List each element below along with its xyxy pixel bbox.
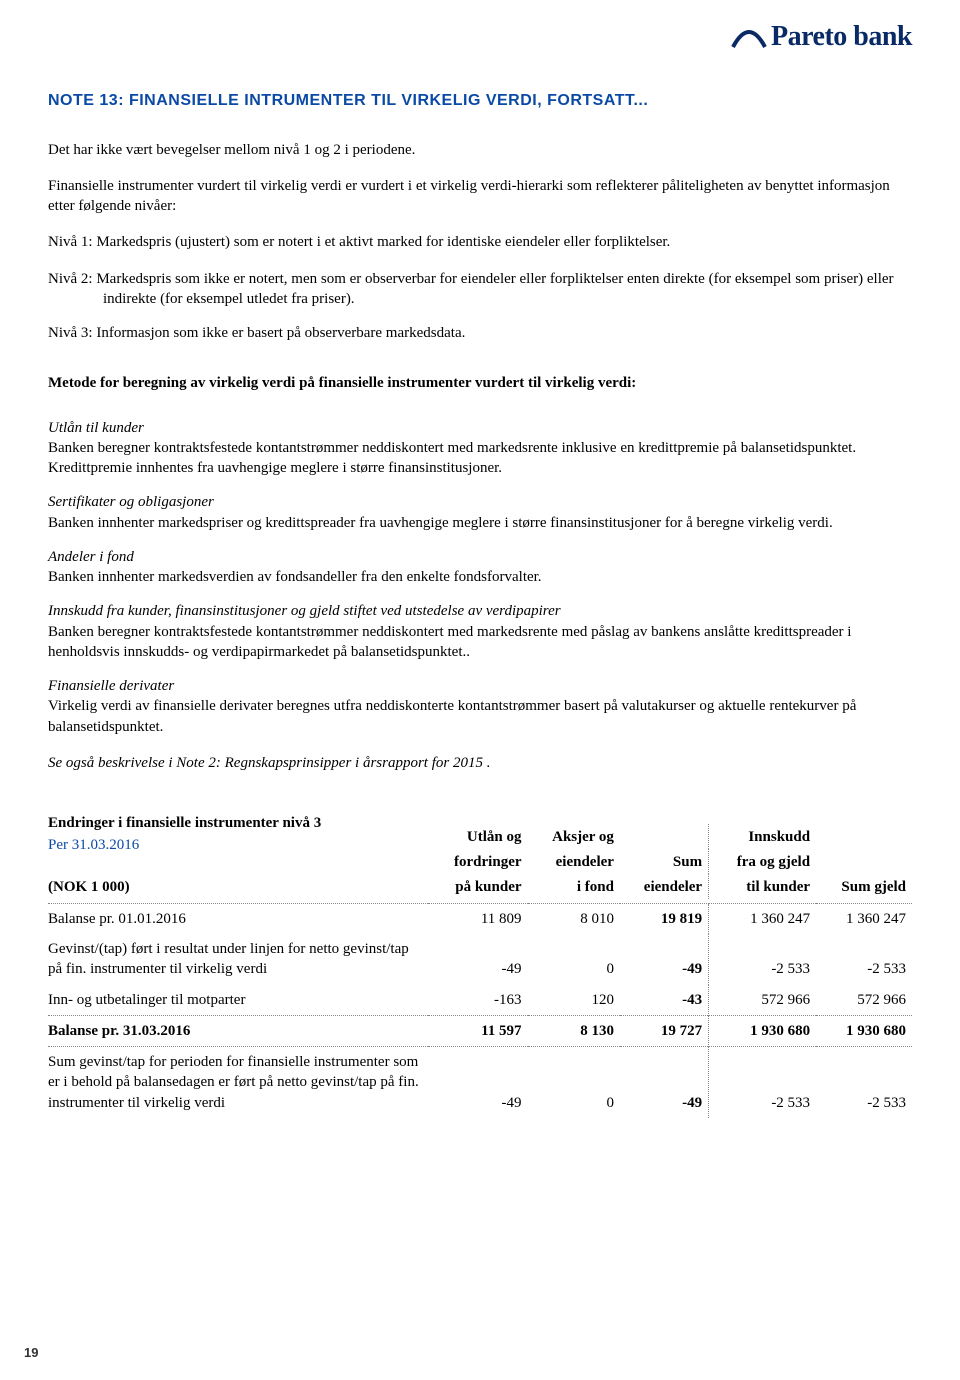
bal-c3: 19 727 xyxy=(620,1015,709,1046)
row2-c5: 572 966 xyxy=(816,985,912,1016)
row0-c5: 1 360 247 xyxy=(816,903,912,934)
bal-c5: 1 930 680 xyxy=(816,1015,912,1046)
bal-c2: 8 130 xyxy=(528,1015,620,1046)
hdr-c1b: fordringer xyxy=(428,849,528,874)
hdr-c4b: fra og gjeld xyxy=(709,849,816,874)
foot-c2: 0 xyxy=(528,1047,620,1118)
row2-c1: -163 xyxy=(428,985,528,1016)
footnote-row: Sum gevinst/tap for perioden for finansi… xyxy=(48,1047,912,1118)
innskudd-title: Innskudd fra kunder, finansinstitusjoner… xyxy=(48,601,912,621)
utlan-body: Banken beregner kontraktsfestede kontant… xyxy=(48,438,912,479)
foot-c4: -2 533 xyxy=(709,1047,816,1118)
niva3-table: Utlån og Aksjer og Innskudd fordringer e… xyxy=(48,824,912,1118)
fond-body: Banken innhenter markedsverdien av fonds… xyxy=(48,567,912,587)
row2-c4: 572 966 xyxy=(709,985,816,1016)
row1-c4: -2 533 xyxy=(709,934,816,985)
intro-paragraph-1: Det har ikke vært bevegelser mellom nivå… xyxy=(48,140,912,160)
fond-title: Andeler i fond xyxy=(48,547,912,567)
row0-c2: 8 010 xyxy=(528,903,620,934)
row1-c3: -49 xyxy=(620,934,709,985)
hdr-c2a: Aksjer og xyxy=(528,824,620,849)
table-row: Inn- og utbetalinger til motparter -163 … xyxy=(48,985,912,1016)
foot-label: Sum gevinst/tap for perioden for finansi… xyxy=(48,1047,428,1118)
niva-2: Nivå 2: Markedspris som ikke er notert, … xyxy=(48,269,912,310)
derivater-title: Finansielle derivater xyxy=(48,676,912,696)
intro-paragraph-2: Finansielle instrumenter vurdert til vir… xyxy=(48,176,912,217)
hdr-c4c: til kunder xyxy=(709,874,816,899)
hdr-c1c: på kunder xyxy=(428,874,528,899)
utlan-title: Utlån til kunder xyxy=(48,418,912,438)
row0-c1: 11 809 xyxy=(428,903,528,934)
note-title: NOTE 13: FINANSIELLE INTRUMENTER TIL VIR… xyxy=(48,90,912,112)
hdr-c1a: Utlån og xyxy=(428,824,528,849)
hdr-c2b: eiendeler xyxy=(528,849,620,874)
row2-c2: 120 xyxy=(528,985,620,1016)
bal-c4: 1 930 680 xyxy=(709,1015,816,1046)
niva-1: Nivå 1: Markedspris (ujustert) som er no… xyxy=(48,232,912,252)
sert-body: Banken innhenter markedspriser og kredit… xyxy=(48,513,912,533)
page-number: 19 xyxy=(24,1344,38,1362)
logo-text: Pareto bank xyxy=(771,18,912,56)
brand-logo: Pareto bank xyxy=(731,18,912,56)
row2-label: Inn- og utbetalinger til motparter xyxy=(48,985,428,1016)
table-row: Balanse pr. 01.01.2016 11 809 8 010 19 8… xyxy=(48,903,912,934)
hdr-c5a xyxy=(816,824,912,849)
hdr-c3b: Sum xyxy=(620,849,709,874)
foot-c1: -49 xyxy=(428,1047,528,1118)
method-heading: Metode for beregning av virkelig verdi p… xyxy=(48,373,912,393)
row0-label: Balanse pr. 01.01.2016 xyxy=(48,903,428,934)
row1-c2: 0 xyxy=(528,934,620,985)
row2-c3: -43 xyxy=(620,985,709,1016)
row0-c3: 19 819 xyxy=(620,903,709,934)
row1-c5: -2 533 xyxy=(816,934,912,985)
hdr-c3a xyxy=(620,824,709,849)
table-row: Gevinst/(tap) ført i resultat under linj… xyxy=(48,934,912,985)
innskudd-body: Banken beregner kontraktsfestede kontant… xyxy=(48,622,912,663)
row0-c4: 1 360 247 xyxy=(709,903,816,934)
foot-c3: -49 xyxy=(620,1047,709,1118)
hdr-c2c: i fond xyxy=(528,874,620,899)
row1-label: Gevinst/(tap) ført i resultat under linj… xyxy=(48,934,428,985)
hdr-c3c: eiendeler xyxy=(620,874,709,899)
hdr-unit: (NOK 1 000) xyxy=(48,874,428,899)
se-ogsa: Se også beskrivelse i Note 2: Regnskapsp… xyxy=(48,753,912,773)
bal-label: Balanse pr. 31.03.2016 xyxy=(48,1015,428,1046)
hdr-c4a: Innskudd xyxy=(709,824,816,849)
row1-c1: -49 xyxy=(428,934,528,985)
derivater-body: Virkelig verdi av finansielle derivater … xyxy=(48,696,912,737)
hdr-c5b xyxy=(816,849,912,874)
bal-c1: 11 597 xyxy=(428,1015,528,1046)
logo-arc-icon xyxy=(731,23,767,51)
niva-3: Nivå 3: Informasjon som ikke er basert p… xyxy=(48,323,912,343)
balance-row: Balanse pr. 31.03.2016 11 597 8 130 19 7… xyxy=(48,1015,912,1046)
sert-title: Sertifikater og obligasjoner xyxy=(48,492,912,512)
foot-c5: -2 533 xyxy=(816,1047,912,1118)
hdr-c5c: Sum gjeld xyxy=(816,874,912,899)
